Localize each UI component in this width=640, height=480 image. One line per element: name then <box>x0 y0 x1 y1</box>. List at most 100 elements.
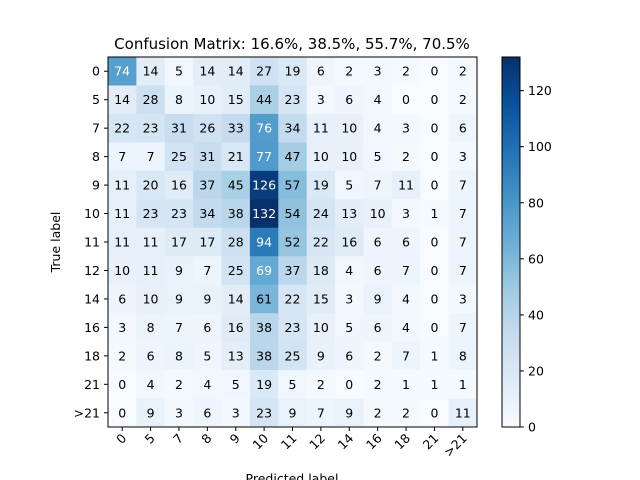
heatmap-cell <box>391 313 421 343</box>
heatmap-cell <box>335 85 364 115</box>
cell-value-label: 11 <box>143 263 159 278</box>
x-axis-label: Predicted label <box>246 471 339 480</box>
heatmap-cell <box>108 57 137 86</box>
x-tick-label: 9 <box>227 430 243 446</box>
cell-value-label: 11 <box>313 121 329 136</box>
cell-value-label: 14 <box>228 291 244 306</box>
heatmap-cell <box>164 142 194 172</box>
heatmap-cell <box>448 313 478 343</box>
cell-value-label: 57 <box>285 178 301 193</box>
heatmap-cell <box>278 57 308 86</box>
heatmap-cell <box>363 199 393 229</box>
cell-value-label: 11 <box>398 178 414 193</box>
heatmap-cell <box>108 341 137 371</box>
cell-value-label: 6 <box>203 405 211 420</box>
cell-value-label: 11 <box>455 405 471 420</box>
cell-value-label: 9 <box>289 405 297 420</box>
cell-value-label: 7 <box>147 149 155 164</box>
colorbar-tick-label: 120 <box>528 83 552 98</box>
heatmap-cell <box>448 256 478 286</box>
cell-value-label: 14 <box>228 64 244 79</box>
heatmap-cell <box>391 256 421 286</box>
cell-value-label: 2 <box>459 92 467 107</box>
cell-value-label: 6 <box>317 64 325 79</box>
heatmap-cell <box>278 113 308 143</box>
heatmap-cell <box>391 170 421 200</box>
cell-value-label: 25 <box>228 263 244 278</box>
heatmap-cell <box>306 370 336 399</box>
cell-value-label: 4 <box>402 320 410 335</box>
heatmap-cell <box>136 313 166 343</box>
cell-value-label: 0 <box>430 178 438 193</box>
heatmap-cell <box>221 142 251 172</box>
cell-value-label: 9 <box>374 291 382 306</box>
heatmap-cell <box>221 113 251 143</box>
heatmap-cell <box>278 142 308 172</box>
y-tick-label: 12 <box>84 263 100 278</box>
heatmap-cell <box>335 284 364 314</box>
cell-value-label: 61 <box>256 291 272 306</box>
cell-value-label: 38 <box>256 320 272 335</box>
cell-value-label: 132 <box>252 206 276 221</box>
cell-value-label: 16 <box>341 235 357 250</box>
cell-value-label: 52 <box>285 235 301 250</box>
cell-value-label: 2 <box>374 348 382 363</box>
cell-value-label: 7 <box>203 263 211 278</box>
heatmap-cell <box>335 142 364 172</box>
heatmap-cell <box>221 313 251 343</box>
cell-value-label: 28 <box>228 235 244 250</box>
cell-value-label: 94 <box>256 235 272 250</box>
cell-value-label: 23 <box>143 121 159 136</box>
cell-value-label: 26 <box>199 121 215 136</box>
cell-value-label: 6 <box>345 92 353 107</box>
cell-value-label: 8 <box>175 92 183 107</box>
heatmap-cell <box>335 341 364 371</box>
heatmap-cell <box>306 199 336 229</box>
heatmap-cell <box>108 227 137 257</box>
heatmap-cell <box>249 256 279 286</box>
heatmap-cell <box>249 199 279 229</box>
cell-value-label: 74 <box>114 64 130 79</box>
y-tick-label: 9 <box>92 178 100 193</box>
heatmap-cell <box>420 284 450 314</box>
heatmap-cell <box>249 313 279 343</box>
y-tick-label: 10 <box>84 206 100 221</box>
heatmap-cell <box>335 57 364 86</box>
cell-value-label: 8 <box>147 320 155 335</box>
cell-value-label: 11 <box>114 178 130 193</box>
heatmap-cell <box>306 313 336 343</box>
heatmap-cell <box>221 199 251 229</box>
heatmap-cell <box>193 113 222 143</box>
cell-value-label: 0 <box>345 377 353 392</box>
heatmap-cell <box>108 142 137 172</box>
cell-value-label: 69 <box>256 263 272 278</box>
cell-value-label: 2 <box>175 377 183 392</box>
cell-value-label: 4 <box>203 377 211 392</box>
cell-value-label: 8 <box>459 348 467 363</box>
heatmap-cell <box>193 398 222 428</box>
heatmap-cell <box>335 199 364 229</box>
cell-value-label: 24 <box>313 206 329 221</box>
x-tick-label: 7 <box>170 431 186 447</box>
cell-value-label: 15 <box>313 291 329 306</box>
cell-value-label: 3 <box>459 149 467 164</box>
cell-value-label: 3 <box>402 121 410 136</box>
cell-value-label: 3 <box>232 405 240 420</box>
cell-value-label: 7 <box>374 178 382 193</box>
heatmap-cell <box>363 313 393 343</box>
cell-value-label: 10 <box>341 149 357 164</box>
heatmap-cell <box>249 370 279 399</box>
cell-value-label: 6 <box>374 235 382 250</box>
heatmap-cells: 74 14 5 14 14 27 19 6 2 3 2 0 214 28 8 10 15 44 23 3 6 4 0 0 222… <box>108 57 478 428</box>
y-tick-label: 18 <box>84 348 100 363</box>
cell-value-label: 1 <box>402 377 410 392</box>
cell-value-label: 25 <box>171 149 187 164</box>
heatmap-cell <box>420 85 450 115</box>
cell-value-label: 5 <box>175 64 183 79</box>
x-tick-label: 14 <box>335 430 357 452</box>
heatmap-cell <box>420 113 450 143</box>
cell-value-label: 0 <box>430 320 438 335</box>
heatmap-cell <box>420 227 450 257</box>
heatmap-cell <box>391 57 421 86</box>
y-axis-label: True label <box>48 212 63 274</box>
